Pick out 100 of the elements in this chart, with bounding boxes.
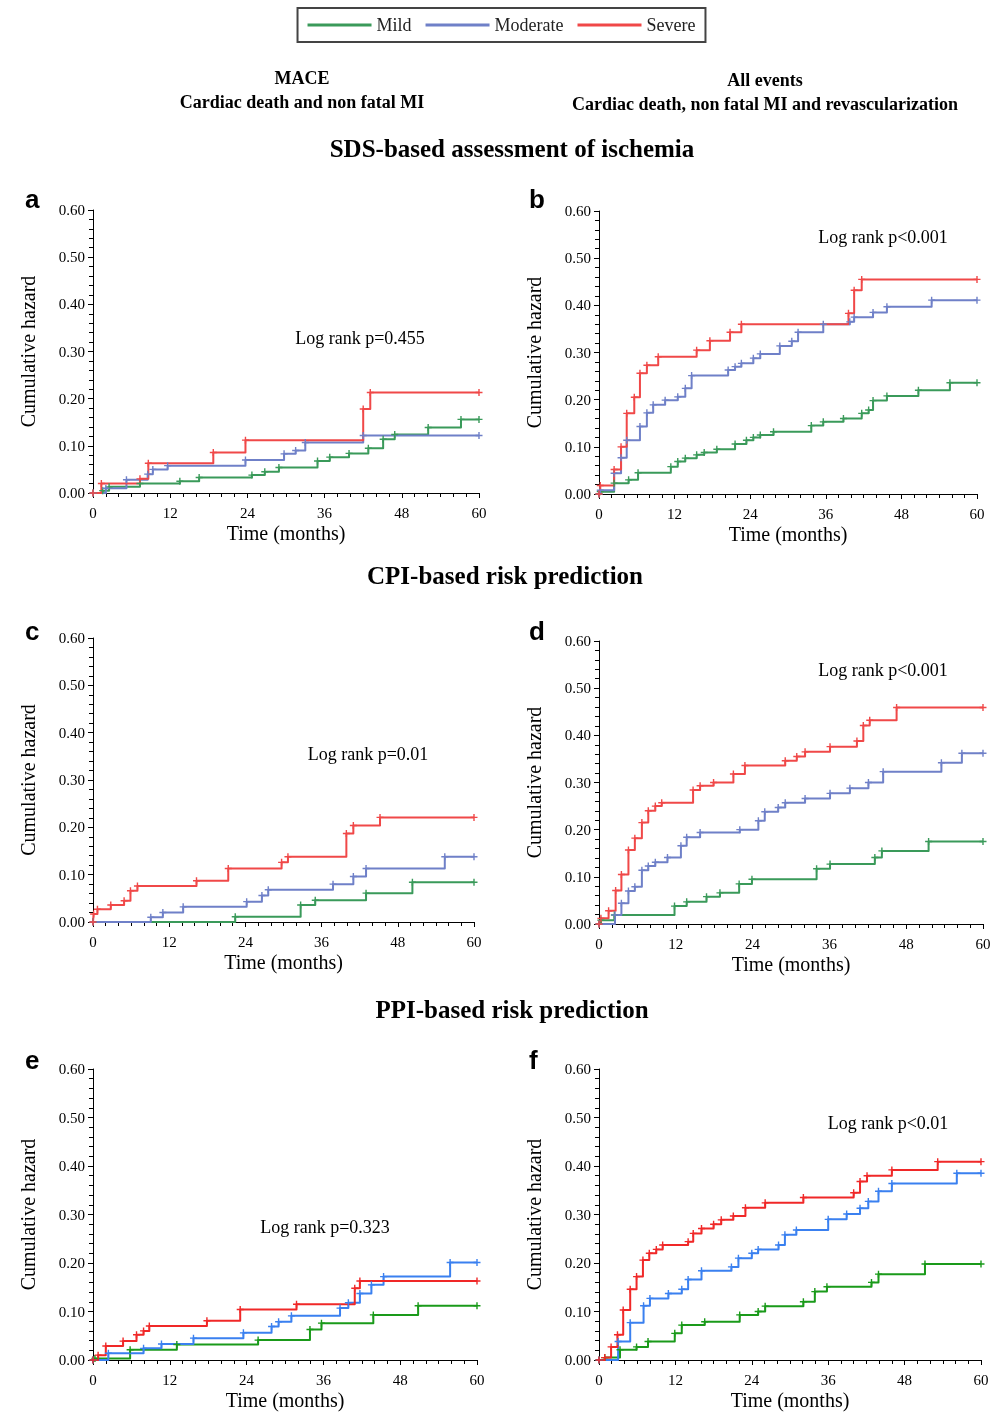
annotation: Log rank p=0.01 (307, 744, 429, 764)
y-tick-label: 0.30 (58, 343, 85, 360)
annotation: Log rank p<0.001 (818, 660, 948, 680)
y-axis-title: Cumulative hazard (523, 276, 545, 429)
y-tick-label: 0.30 (564, 1206, 591, 1223)
y-tick-label: 0.30 (58, 772, 85, 788)
x-tick-label: 60 (471, 504, 487, 521)
y-tick-label: 0.50 (564, 680, 591, 697)
y-tick-label: 0.50 (58, 249, 85, 266)
legend-label: Mild (376, 15, 412, 35)
x-tick-label: 12 (668, 935, 684, 952)
x-tick-label: 36 (317, 504, 333, 521)
x-tick-label: 36 (821, 935, 838, 952)
y-axis-title: Cumulative hazard (523, 1138, 545, 1291)
chart-title: f (529, 1045, 538, 1075)
x-tick-label: 0 (595, 935, 603, 952)
legend-label: Severe (646, 15, 696, 35)
y-tick-label: 0.00 (564, 916, 591, 932)
x-tick-label: 60 (969, 505, 985, 522)
y-tick-label: 0.20 (564, 1255, 591, 1271)
x-tick-label: 36 (315, 1371, 332, 1388)
y-tick-label: 0.50 (58, 677, 85, 694)
y-tick-label: 0.40 (58, 296, 85, 313)
y-tick-label: 0.20 (58, 390, 85, 407)
x-tick-label: 24 (239, 504, 256, 521)
x-tick-label: 24 (239, 1371, 255, 1388)
y-tick-label: 0.10 (58, 866, 85, 883)
x-tick-label: 36 (314, 933, 330, 950)
y-tick-label: 0.40 (58, 1158, 85, 1174)
text: CPI-based risk prediction (367, 562, 644, 589)
x-axis-title: Time (months) (226, 522, 346, 545)
y-tick-label: 0.00 (58, 1352, 85, 1368)
annotation: Log rank p=0.455 (295, 328, 425, 348)
text: PPI-based risk prediction (375, 996, 649, 1023)
x-tick-label: 36 (820, 1371, 837, 1388)
x-tick-label: 0 (89, 504, 97, 521)
annotation: Log rank p<0.001 (818, 227, 948, 247)
x-tick-label: 12 (162, 504, 178, 521)
x-tick-label: 36 (818, 505, 834, 522)
y-axis-title: Cumulative hazard (523, 706, 545, 859)
y-tick-label: 0.30 (564, 774, 591, 791)
chart-subtitle: All events Cardiac death, non fatal MI and revascularization (571, 70, 959, 114)
y-tick-label: 0.20 (58, 819, 85, 836)
y-tick-label: 0.60 (58, 630, 85, 646)
y-tick-label: 0.40 (564, 727, 591, 744)
y-tick-label: 0.10 (564, 1303, 591, 1320)
x-tick-label: 12 (162, 1371, 178, 1388)
y-tick-label: 0.00 (564, 486, 591, 502)
y-tick-label: 0.10 (564, 868, 591, 885)
y-tick-label: 0.20 (58, 1255, 85, 1271)
x-tick-label: 12 (161, 933, 177, 950)
y-tick-label: 0.40 (564, 297, 591, 314)
chart-title: e (25, 1045, 40, 1075)
y-tick-label: 0.30 (58, 1206, 85, 1223)
x-tick-label: 24 (237, 933, 254, 950)
y-axis-title: Cumulative hazard (17, 704, 39, 856)
x-axis-title: Time (months) (730, 1389, 850, 1412)
chart-title: b (529, 184, 545, 214)
x-tick-label: 0 (89, 933, 97, 950)
y-tick-label: 0.20 (564, 391, 591, 408)
x-tick-label: 48 (390, 933, 406, 950)
y-tick-label: 0.60 (58, 1061, 85, 1077)
x-tick-label: 0 (595, 505, 603, 522)
y-tick-label: 0.50 (564, 1109, 591, 1126)
y-tick-label: 0.50 (564, 250, 591, 267)
y-tick-label: 0.20 (564, 821, 591, 838)
x-tick-label: 12 (667, 505, 683, 522)
x-tick-label: 48 (893, 505, 909, 522)
chart-subtitle: MACE Cardiac death and non fatal MI (179, 68, 425, 112)
text: SDS-based assessment of ischemia (329, 135, 695, 162)
chart-title: a (25, 184, 40, 214)
x-tick-label: 24 (742, 505, 759, 522)
y-tick-label: 0.00 (58, 485, 85, 501)
x-tick-label: 48 (897, 1371, 913, 1388)
x-tick-label: 48 (394, 504, 410, 521)
y-axis-title: Cumulative hazard (17, 1138, 39, 1291)
y-tick-label: 0.60 (58, 202, 85, 218)
x-tick-label: 48 (392, 1371, 408, 1388)
x-tick-label: 60 (975, 935, 991, 952)
y-axis-title: Cumulative hazard (17, 275, 39, 428)
x-tick-label: 24 (745, 935, 761, 952)
y-tick-label: 0.10 (564, 438, 591, 455)
x-tick-label: 60 (466, 933, 482, 950)
y-tick-label: 0.10 (58, 1303, 85, 1320)
annotation: Log rank p<0.01 (827, 1113, 949, 1133)
x-axis-title: Time (months) (731, 953, 851, 976)
x-tick-label: 48 (898, 935, 914, 952)
y-tick-label: 0.00 (58, 914, 85, 930)
annotation: Log rank p=0.323 (260, 1217, 390, 1237)
y-tick-label: 0.50 (58, 1109, 85, 1126)
y-tick-label: 0.60 (564, 1061, 591, 1077)
y-tick-label: 0.40 (564, 1158, 591, 1174)
y-tick-label: 0.60 (564, 633, 591, 649)
y-tick-label: 0.40 (58, 724, 85, 741)
y-tick-label: 0.30 (564, 344, 591, 361)
x-tick-label: 0 (89, 1371, 97, 1388)
x-axis-title: Time (months) (225, 1389, 345, 1412)
legend-label: Moderate (494, 15, 564, 35)
chart-title: c (25, 616, 40, 646)
y-tick-label: 0.00 (564, 1352, 591, 1368)
